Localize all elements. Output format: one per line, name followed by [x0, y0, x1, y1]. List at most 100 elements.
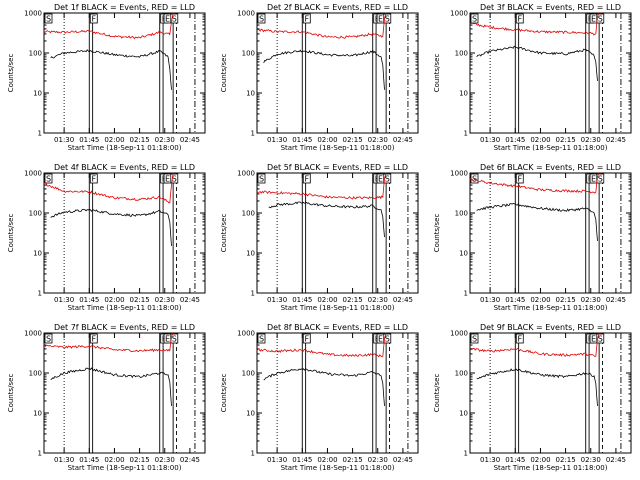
event-flag-label: S	[46, 335, 51, 344]
x-tick-label: 01:30	[480, 136, 500, 144]
y-axis-label: Counts/sec	[433, 214, 441, 253]
event-flag-box	[596, 173, 605, 184]
event-flag-label: F	[91, 335, 96, 344]
chart-title: Det 5f BLACK = Events, RED = LLD	[267, 163, 408, 172]
event-flag-label: S	[259, 15, 264, 24]
event-flag-label: E	[591, 335, 596, 344]
x-tick-label: 01:30	[54, 136, 74, 144]
x-tick-label: 02:00	[530, 136, 550, 144]
event-flag-label: S	[385, 175, 390, 184]
y-tick-label: 100	[455, 210, 468, 218]
y-tick-label: 10	[246, 250, 255, 258]
x-tick-label: 01:45	[79, 296, 99, 304]
y-tick-label: 1000	[450, 330, 468, 338]
x-tick-label: 02:15	[556, 456, 576, 464]
event-flag-box	[170, 173, 179, 184]
y-tick-label: 1	[464, 290, 468, 298]
x-tick-label: 01:30	[267, 136, 287, 144]
event-flag-label: S	[172, 335, 177, 344]
x-tick-label: 02:15	[343, 456, 363, 464]
event-flag-box	[470, 333, 479, 344]
x-tick-label: 02:30	[581, 456, 601, 464]
x-tick-label: 01:45	[79, 456, 99, 464]
chart-title: Det 2f BLACK = Events, RED = LLD	[267, 3, 408, 12]
event-flag-box	[383, 173, 392, 184]
event-flag-box	[302, 173, 311, 184]
x-tick-label: 01:30	[480, 296, 500, 304]
series-line-lld	[256, 172, 387, 200]
x-tick-label: 02:00	[104, 456, 124, 464]
event-flag-label: S	[472, 335, 477, 344]
x-tick-label: 01:30	[480, 456, 500, 464]
event-flag-box	[89, 173, 98, 184]
series-line-lld	[43, 332, 174, 353]
y-tick-label: 100	[242, 370, 255, 378]
series-line-lld	[257, 12, 387, 39]
chart-title: Det 3f BLACK = Events, RED = LLD	[480, 3, 621, 12]
y-tick-label: 10	[246, 410, 255, 418]
event-flag-label: S	[385, 15, 390, 24]
plot-frame	[256, 332, 419, 454]
x-tick-label: 02:45	[180, 456, 200, 464]
x-tick-label: 01:45	[292, 136, 312, 144]
series-line-events	[263, 368, 385, 407]
x-axis-label: Start Time (18-Sep-11 01:18:00)	[68, 144, 182, 152]
chart-panel-8: Det 8f BLACK = Events, RED = LLD 1 10 100 10…	[220, 323, 419, 472]
event-flag-box	[302, 13, 311, 24]
x-tick-label: 02:45	[606, 136, 626, 144]
event-flag-box	[257, 13, 266, 24]
plot-frame	[43, 12, 206, 134]
series-line-events	[268, 201, 385, 238]
event-flag-label: F	[517, 15, 522, 24]
x-tick-label: 01:45	[505, 136, 525, 144]
event-flag-box	[89, 13, 98, 24]
event-flag-box	[89, 333, 98, 344]
event-flag-label: F	[517, 335, 522, 344]
y-tick-label: 10	[459, 250, 468, 258]
event-flag-label: F	[304, 15, 309, 24]
chart-panel-1: Det 1f BLACK = Events, RED = LLD 1 10 100 10…	[7, 3, 206, 152]
x-tick-label: 02:00	[317, 296, 337, 304]
x-tick-label: 02:30	[155, 456, 175, 464]
x-tick-label: 02:15	[130, 136, 150, 144]
y-tick-label: 100	[242, 210, 255, 218]
event-flag-label: E	[378, 175, 383, 184]
x-tick-label: 02:30	[155, 136, 175, 144]
plot-frame	[43, 332, 206, 454]
x-tick-label: 02:15	[130, 296, 150, 304]
chart-panel-9: Det 9f BLACK = Events, RED = LLD 1 10 100 10…	[433, 323, 632, 472]
y-tick-label: 1000	[24, 170, 42, 178]
event-flag-label: E	[378, 15, 383, 24]
event-flag-label: S	[598, 15, 603, 24]
event-flag-box	[515, 333, 524, 344]
event-flag-box	[257, 333, 266, 344]
x-tick-label: 02:00	[317, 136, 337, 144]
event-flag-label: E	[591, 175, 596, 184]
y-tick-label: 100	[242, 50, 255, 58]
chart-panel-2: Det 2f BLACK = Events, RED = LLD 1 10 100 10…	[220, 3, 419, 152]
y-tick-label: 100	[29, 50, 42, 58]
chart-title: Det 8f BLACK = Events, RED = LLD	[267, 323, 408, 332]
series-line-lld	[256, 332, 387, 358]
y-tick-label: 10	[459, 410, 468, 418]
y-tick-label: 1	[251, 130, 255, 138]
x-tick-label: 02:30	[368, 456, 388, 464]
event-flag-label: S	[46, 15, 51, 24]
plot-frame	[469, 12, 632, 134]
x-tick-label: 02:30	[155, 296, 175, 304]
event-flag-label: S	[598, 335, 603, 344]
event-flag-box	[596, 13, 605, 24]
y-tick-label: 1	[38, 450, 42, 458]
x-tick-label: 02:00	[530, 456, 550, 464]
x-tick-label: 02:45	[606, 456, 626, 464]
y-tick-label: 1000	[24, 330, 42, 338]
x-tick-label: 02:15	[343, 136, 363, 144]
series-line-events	[263, 49, 385, 90]
event-flag-label: F	[91, 15, 96, 24]
x-tick-label: 02:15	[556, 136, 576, 144]
x-tick-label: 01:45	[79, 136, 99, 144]
y-tick-label: 1	[38, 130, 42, 138]
event-flag-box	[44, 13, 53, 24]
x-tick-label: 01:45	[505, 296, 525, 304]
event-flag-label: S	[385, 335, 390, 344]
